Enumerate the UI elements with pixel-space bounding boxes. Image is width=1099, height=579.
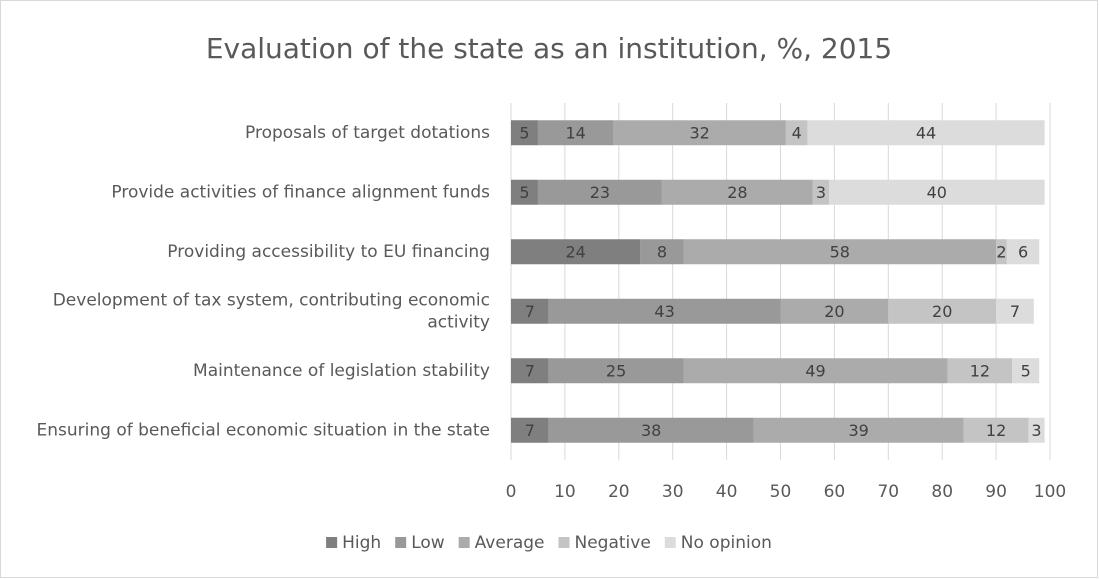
legend-label: High xyxy=(342,533,381,553)
legend-label: Low xyxy=(411,533,445,553)
data-label: 7 xyxy=(525,421,535,440)
data-label: 58 xyxy=(830,242,850,261)
y-tick-label: Provide activities of finance alignment … xyxy=(111,182,490,202)
bar-segment xyxy=(753,417,964,443)
bar-segment xyxy=(996,298,1034,324)
data-label: 20 xyxy=(932,302,952,321)
data-label: 38 xyxy=(641,421,661,440)
data-label: 43 xyxy=(654,302,674,321)
bar-segment xyxy=(683,358,948,384)
legend-label: Negative xyxy=(574,533,650,553)
bar-segment xyxy=(511,179,538,205)
x-tick-label: 70 xyxy=(877,482,899,502)
data-label: 28 xyxy=(727,183,747,202)
bar-segment xyxy=(807,120,1045,146)
x-tick-label: 10 xyxy=(554,482,576,502)
data-label: 12 xyxy=(970,361,990,380)
data-label: 7 xyxy=(525,361,535,380)
bar-segment xyxy=(548,358,684,384)
legend: High Low Average Negative No opinion xyxy=(326,533,772,553)
bar-segment xyxy=(996,239,1007,265)
data-label: 7 xyxy=(1010,302,1020,321)
data-label: 12 xyxy=(986,421,1006,440)
x-tick-label: 60 xyxy=(824,482,846,502)
data-label: 5 xyxy=(519,123,529,142)
chart-title: Evaluation of the state as an institutio… xyxy=(206,32,892,65)
y-tick-label: Proposals of target dotations xyxy=(245,123,490,143)
x-tick-label: 30 xyxy=(662,482,684,502)
bar-segment xyxy=(537,179,662,205)
data-label: 6 xyxy=(1018,242,1028,261)
bar-segment xyxy=(511,358,549,384)
data-label: 7 xyxy=(525,302,535,321)
data-label: 14 xyxy=(566,123,586,142)
bar-segment xyxy=(829,179,1045,205)
data-label: 8 xyxy=(657,242,667,261)
legend-label: Average xyxy=(475,533,545,553)
bar-segment xyxy=(963,417,1029,443)
legend-swatch xyxy=(558,537,570,548)
y-tick-label: Development of tax system, contributing … xyxy=(53,290,490,332)
bar-segment xyxy=(1012,358,1040,384)
grid xyxy=(510,103,1051,460)
legend-swatch xyxy=(458,537,470,548)
x-tick-label: 80 xyxy=(931,482,953,502)
data-label: 3 xyxy=(1031,421,1041,440)
bar-segment xyxy=(947,358,1013,384)
bar-segment xyxy=(661,179,813,205)
data-label: 23 xyxy=(590,183,610,202)
x-tick-label: 0 xyxy=(506,482,517,502)
y-tick-label: Maintenance of legislation stability xyxy=(193,361,490,381)
bar-segment xyxy=(640,239,684,265)
bar-segment xyxy=(548,298,781,324)
bar-segment xyxy=(537,120,614,146)
x-tick-label: 50 xyxy=(770,482,792,502)
data-label: 4 xyxy=(792,123,802,142)
x-tick-label: 100 xyxy=(1034,482,1066,502)
bar-segment xyxy=(812,179,830,205)
bar-segment xyxy=(888,298,997,324)
bar-segment xyxy=(1006,239,1040,265)
y-tick-label: Ensuring of beneficial economic situatio… xyxy=(36,420,490,440)
bar-segment xyxy=(548,417,754,443)
x-tick-label: 20 xyxy=(608,482,630,502)
data-label: 20 xyxy=(824,302,844,321)
data-label: 40 xyxy=(927,183,947,202)
data-label: 25 xyxy=(606,361,626,380)
data-label: 5 xyxy=(519,183,529,202)
legend-swatch xyxy=(326,537,338,548)
bar-segment xyxy=(511,239,641,265)
data-label: 39 xyxy=(848,421,868,440)
bar-segment xyxy=(511,120,538,146)
legend-swatch xyxy=(664,537,676,548)
data-label: 3 xyxy=(816,183,826,202)
x-tick-label: 40 xyxy=(716,482,738,502)
bar-segment xyxy=(683,239,997,265)
bar-segment xyxy=(511,417,549,443)
bar-segment xyxy=(1028,417,1045,443)
bar-segment xyxy=(511,298,549,324)
data-label: 44 xyxy=(916,123,936,142)
data-label: 2 xyxy=(996,242,1006,261)
legend-label: No opinion xyxy=(681,533,772,553)
legend-swatch xyxy=(395,537,407,548)
bar-segment xyxy=(613,120,786,146)
bar-segment xyxy=(780,298,889,324)
x-tick-label: 90 xyxy=(985,482,1007,502)
data-label: 5 xyxy=(1021,361,1031,380)
data-label: 24 xyxy=(566,242,586,261)
y-tick-label: Providing accessibility to EU financing xyxy=(167,242,490,262)
bar-segment xyxy=(785,120,808,146)
data-label: 49 xyxy=(805,361,825,380)
data-label: 32 xyxy=(689,123,709,142)
